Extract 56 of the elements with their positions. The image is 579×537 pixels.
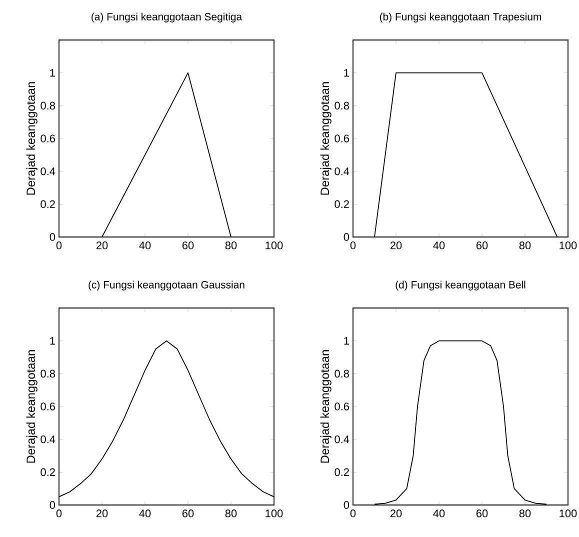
x-tick-label: 40 <box>139 242 151 250</box>
y-tick-label: 0.4 <box>334 167 350 176</box>
y-tick-label: 0.6 <box>334 402 349 410</box>
x-tick-label: 20 <box>96 510 108 518</box>
x-tick-label: 80 <box>225 510 237 518</box>
chart-title: (b) Fungsi keanggotaan Trapesium <box>380 12 541 22</box>
x-tick-label: 80 <box>519 510 531 518</box>
y-tick-label: 0 <box>344 233 350 241</box>
y-tick-label: 0.8 <box>40 102 55 110</box>
y-tick-label: 0.6 <box>334 134 349 142</box>
x-tick-label: 40 <box>433 242 445 250</box>
x-tick-label: 60 <box>182 242 194 250</box>
y-axis-title: Derajad keanggotaan <box>26 350 38 463</box>
y-axis-title: Derajad keanggotaan <box>320 350 332 463</box>
y-tick-label: 0.8 <box>40 370 55 378</box>
x-tick-label: 100 <box>266 242 283 250</box>
y-tick-label: 1 <box>344 69 349 77</box>
chart-title: (c) Fungsi keanggotaan Gaussian <box>88 280 244 290</box>
x-tick-label: 60 <box>182 510 194 518</box>
y-tick-label: 0.4 <box>40 167 56 176</box>
x-tick-label: 20 <box>390 242 402 250</box>
x-tick-label: 0 <box>350 242 356 250</box>
x-tick-label: 40 <box>139 510 151 518</box>
y-tick-label: 0 <box>344 501 350 509</box>
y-tick-label: 0.6 <box>40 134 55 142</box>
y-axis-title: Derajad keanggotaan <box>320 82 332 195</box>
y-tick-label: 0.4 <box>334 435 350 444</box>
x-tick-label: 0 <box>350 510 356 518</box>
y-tick-label: 0.2 <box>40 200 55 208</box>
y-tick-label: 0 <box>50 233 56 241</box>
x-tick-label: 80 <box>225 242 237 250</box>
y-tick-label: 0.8 <box>334 370 349 378</box>
x-tick-label: 20 <box>390 510 402 518</box>
x-tick-label: 60 <box>476 242 488 250</box>
x-tick-label: 0 <box>56 510 62 518</box>
y-tick-label: 0.4 <box>40 435 56 444</box>
x-tick-label: 80 <box>519 242 531 250</box>
chart-title: (a) Fungsi keanggotaan Segitiga <box>92 12 242 22</box>
y-tick-label: 0.6 <box>40 402 55 410</box>
x-tick-label: 100 <box>266 510 283 518</box>
y-tick-label: 1 <box>50 337 55 345</box>
x-tick-label: 20 <box>96 242 108 250</box>
y-tick-label: 0.2 <box>334 200 349 208</box>
y-tick-label: 0.2 <box>40 468 55 476</box>
x-tick-label: 40 <box>433 510 445 518</box>
chart-title: (d) Fungsi keanggotaan Bell <box>396 280 526 290</box>
x-tick-label: 100 <box>560 242 577 250</box>
y-tick-label: 0 <box>50 501 56 509</box>
y-axis-title: Derajad keanggotaan <box>26 82 38 195</box>
y-tick-label: 1 <box>50 69 55 77</box>
y-tick-label: 0.8 <box>334 102 349 110</box>
y-tick-label: 1 <box>344 337 349 345</box>
x-tick-label: 60 <box>476 510 488 518</box>
x-tick-label: 0 <box>56 242 62 250</box>
x-tick-label: 100 <box>560 510 577 518</box>
y-tick-label: 0.2 <box>334 468 349 476</box>
